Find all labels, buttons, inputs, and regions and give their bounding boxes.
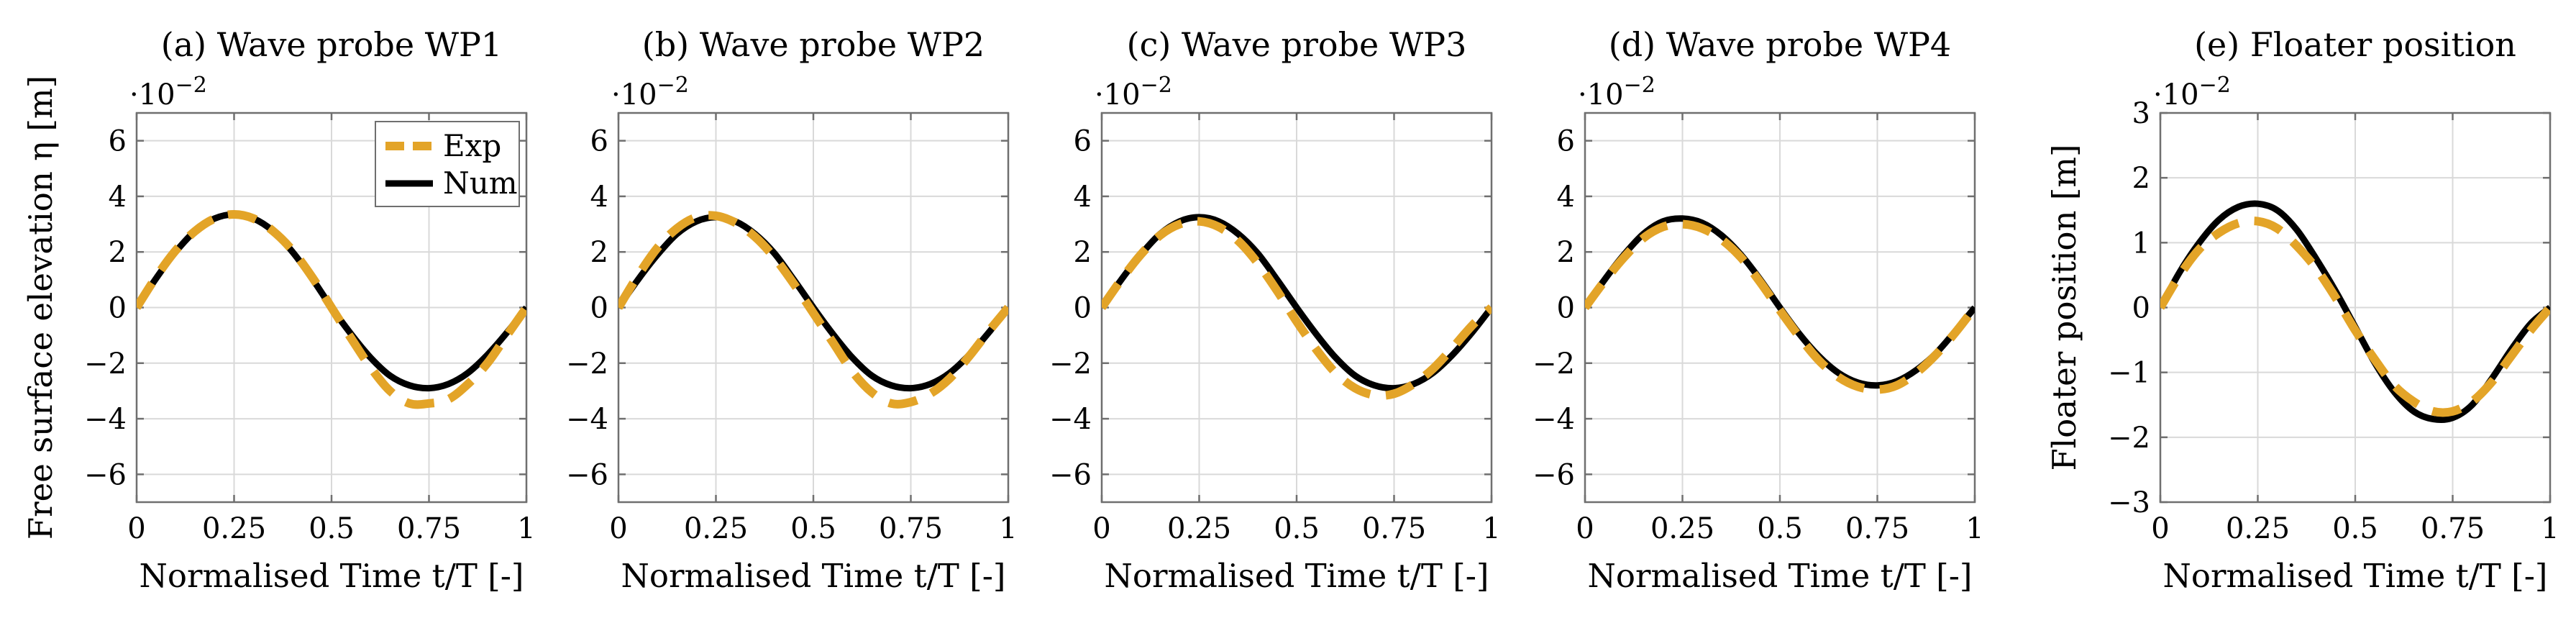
y-tick-label: −6 [566,458,608,491]
grid [2160,112,2551,503]
y-tick-label: 0 [1557,292,1575,325]
y-tick-label: −2 [1533,347,1575,381]
y-tick-label: −1 [2108,357,2150,390]
x-tick-label: 0 [127,512,145,545]
y-tick-label: −3 [2108,486,2150,519]
x-tick-label: 0.75 [879,512,943,545]
x-tick-label: 0 [609,512,627,545]
y-multiplier: ·10−2 [1095,73,1172,112]
y-tick-label: 0 [109,292,127,325]
x-axis-label: Normalised Time t/T [-] [2163,557,2548,595]
y-tick-label: 4 [590,181,608,214]
legend-box [375,121,520,207]
x-tick-label: 0.25 [202,512,266,545]
x-axis-label: Normalised Time t/T [-] [621,557,1006,595]
y-tick-label: 2 [1074,236,1092,269]
y-tick-label: 2 [109,236,127,269]
x-axis-label: Normalised Time t/T [-] [140,557,524,595]
y-tick-label: −2 [84,347,127,381]
y-tick-label: −2 [566,347,608,381]
x-tick-label: 0 [1092,512,1110,545]
series-group [137,210,526,409]
x-tick-label: 0.5 [790,512,836,545]
series-group [1102,214,1492,400]
x-tick-label: 0 [1576,512,1594,545]
x-axis-label: Normalised Time t/T [-] [1105,557,1489,595]
y-tick-label: 0 [590,292,608,325]
y-tick-label: −4 [1533,403,1575,436]
x-tick-label: 0.25 [684,512,748,545]
y-tick-label: −2 [1049,347,1092,381]
y-multiplier: ·10−2 [129,73,207,112]
series-exp-line [137,210,526,409]
x-tick-label: 1 [999,512,1017,545]
subplot-title: (d) Wave probe WP4 [1609,25,1951,64]
y-tick-label: 6 [590,125,608,158]
y-tick-label: 4 [1074,181,1092,214]
x-tick-label: 1 [1965,512,1983,545]
y-tick-label: −6 [1533,458,1575,491]
y-tick-label: 3 [2132,97,2150,130]
series-exp-line [2160,217,2550,417]
x-tick-label: 0.25 [2226,512,2290,545]
y-tick-label: −4 [1049,403,1092,436]
x-tick-label: 1 [1482,512,1500,545]
subplot-3: 0 0.25 0.5 0.75 1 −6 −4 −2 0 2 4 6·10−2 (c) Wave pro… [1049,25,1501,595]
y-tick-label: 1 [2132,227,2150,260]
x-tick-label: 0.5 [2332,512,2378,545]
subplot-title: (c) Wave probe WP3 [1127,25,1467,64]
y-tick-label: −6 [1049,458,1092,491]
series-group [618,211,1008,409]
series-exp-line [1585,219,1975,394]
x-tick-label: 0.25 [1650,512,1714,545]
x-tick-label: 0.75 [1845,512,1909,545]
y-tick-label: 2 [2132,162,2150,195]
subplot-2: 0 0.25 0.5 0.75 1 −6 −4 −2 0 2 4 6·10−2 (b) Wave pro… [566,25,1018,595]
legend-label-num: Num [443,165,518,201]
y-tick-label: 2 [1557,236,1575,269]
subplot-5: 0 0.25 0.5 0.75 1 −3 −2 −1 0 1 2 3·10−2 (e) Floater … [2045,25,2559,595]
y-tick-label: 6 [109,125,127,158]
y-tick-label: −4 [84,403,127,436]
y-tick-label: 0 [2132,292,2150,325]
y-tick-label: −4 [566,403,608,436]
x-tick-label: 0 [2151,512,2169,545]
y-multiplier: ·10−2 [2153,73,2231,112]
y-tick-label: −6 [84,458,127,491]
x-tick-label: 0.5 [1757,512,1803,545]
y-multiplier: ·10−2 [611,73,689,112]
x-tick-label: 0.75 [397,512,461,545]
subplot-4: 0 0.25 0.5 0.75 1 −6 −4 −2 0 2 4 6·10−2 (d) Wave pro… [1533,25,1984,595]
subplot-1: 0 0.25 0.5 0.75 1 −6 −4 −2 0 2 4 6·10−2 (a) Wave pro… [22,25,536,595]
x-tick-label: 0.75 [2421,512,2485,545]
series-group [2160,200,2550,424]
y-tick-label: 2 [590,236,608,269]
y-tick-label: −2 [2108,422,2150,455]
y-tick-label: 4 [109,181,127,214]
x-tick-label: 1 [2541,512,2559,545]
x-tick-label: 0.5 [309,512,355,545]
y-tick-label: 6 [1557,125,1575,158]
series-group [1585,215,1975,394]
y-axis-label: Free surface elevation η [m] [22,76,60,540]
subplot-title: (a) Wave probe WP1 [161,25,502,64]
x-tick-label: 1 [517,512,535,545]
x-axis-label: Normalised Time t/T [-] [1588,557,1973,595]
subplot-title: (b) Wave probe WP2 [642,25,985,64]
legend-label-exp: Exp [443,128,501,163]
y-axis-label: Floater position [m] [2045,144,2083,470]
y-tick-label: 6 [1074,125,1092,158]
series-exp-line [618,211,1008,409]
x-tick-label: 0.25 [1167,512,1231,545]
y-tick-label: 0 [1074,292,1092,325]
y-multiplier: ·10−2 [1578,73,1655,112]
series-exp-line [1102,217,1492,400]
subplot-title: (e) Floater position [2194,25,2516,64]
x-tick-label: 0.75 [1362,512,1426,545]
y-tick-label: 4 [1557,181,1575,214]
x-tick-label: 0.5 [1274,512,1320,545]
